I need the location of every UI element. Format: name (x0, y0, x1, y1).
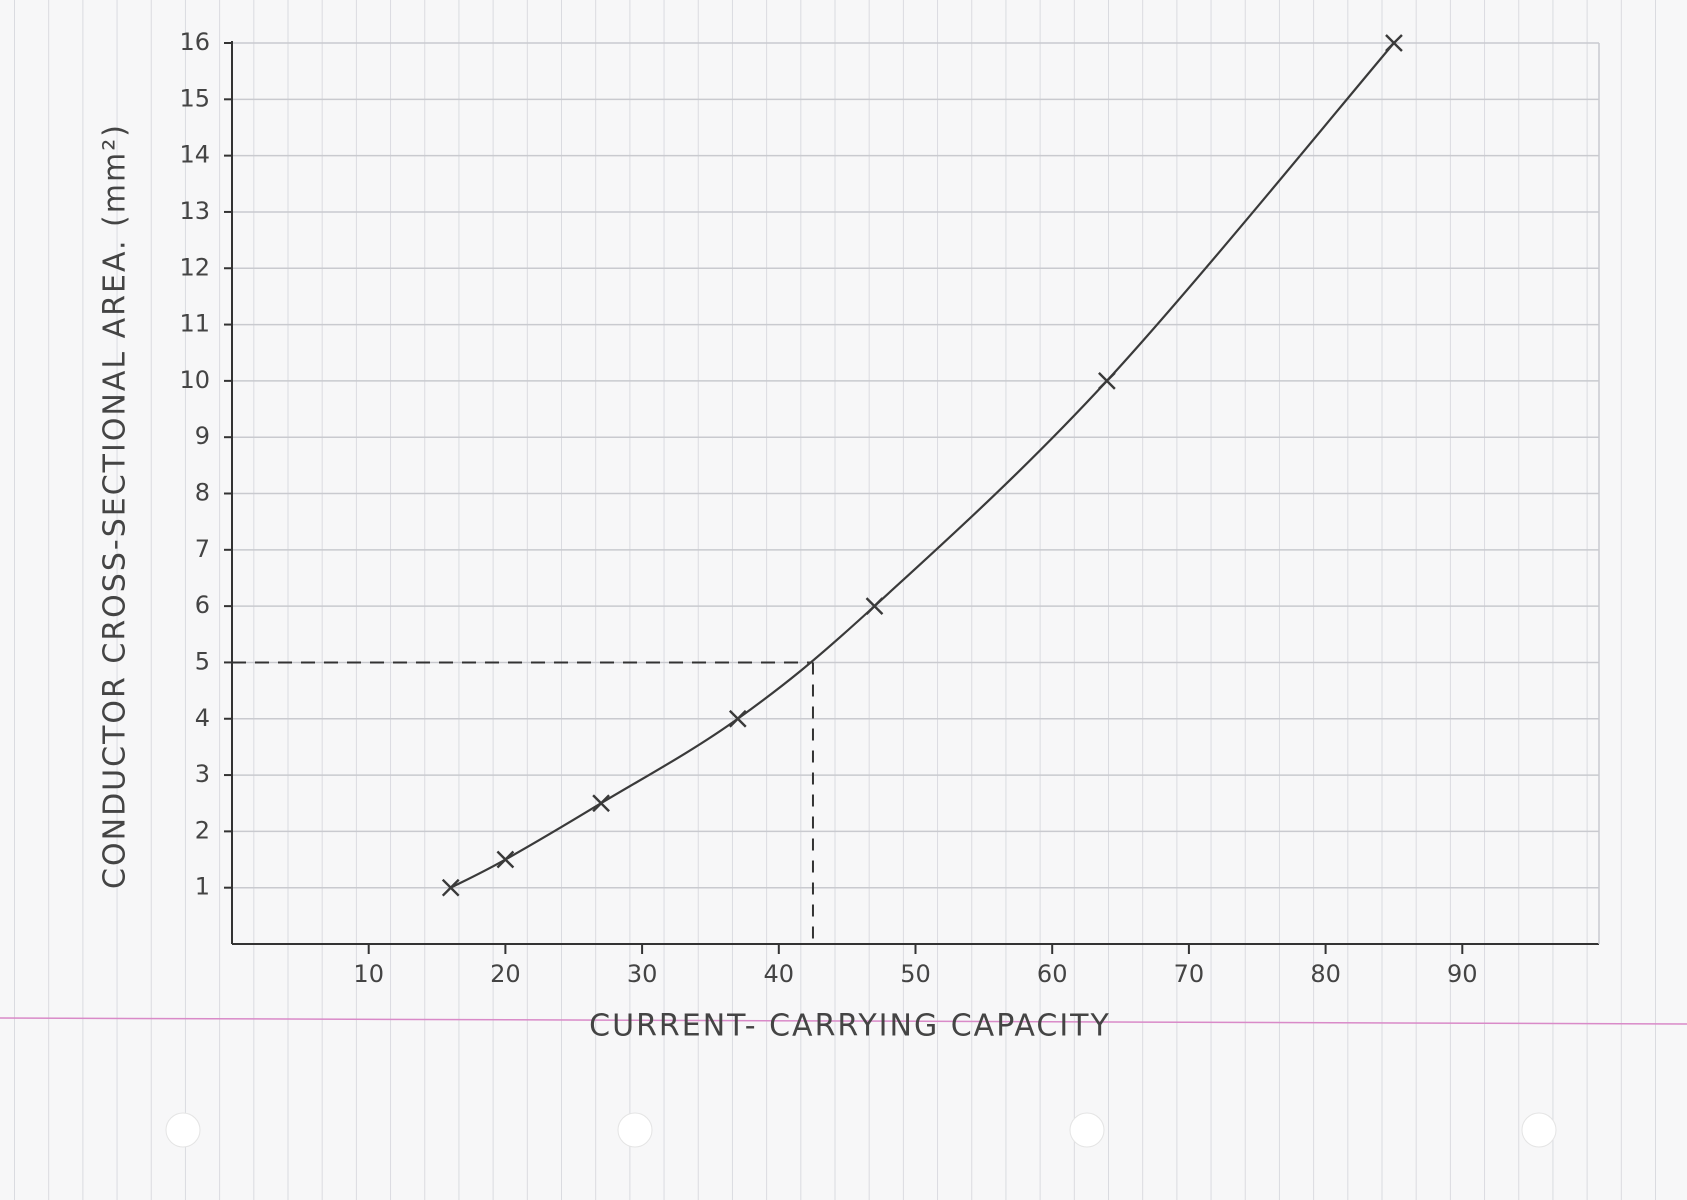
point-cross (592, 794, 610, 813)
y-tick-label: 6 (195, 591, 210, 619)
point-cross (496, 850, 515, 869)
punch-hole (165, 1112, 201, 1148)
curve (450, 42, 1395, 889)
x-tick-label: 90 (1447, 960, 1478, 988)
x-tick-label: 60 (1037, 960, 1068, 988)
point-cross (1385, 34, 1403, 52)
y-tick-label: 2 (195, 816, 210, 844)
y-tick-label: 7 (195, 535, 210, 563)
x-tick-label: 70 (1174, 960, 1205, 988)
y-tick-label: 5 (195, 647, 210, 675)
y-tick-label: 4 (195, 704, 210, 732)
point-cross (441, 878, 460, 897)
x-tick-label: 30 (627, 960, 658, 988)
y-tick-label: 13 (179, 197, 210, 225)
x-tick-label: 20 (490, 960, 521, 988)
y-tick-label: 16 (179, 28, 210, 56)
y-tick-label: 11 (179, 310, 210, 338)
point-cross (728, 709, 747, 728)
y-tick-label: 12 (179, 253, 210, 281)
y-tick-label: 3 (195, 760, 210, 788)
y-tick-label: 15 (179, 84, 210, 112)
x-tick-label: 80 (1310, 960, 1341, 988)
x-tick-label: 50 (900, 960, 931, 988)
punch-hole (1521, 1112, 1557, 1148)
y-tick-label: 9 (195, 422, 210, 450)
x-axis-title: CURRENT- CARRYING CAPACITY (589, 1009, 1111, 1044)
y-tick-label: 10 (179, 366, 210, 394)
x-tick-label: 40 (764, 960, 795, 988)
y-axis-title: CONDUCTOR CROSS-SECTIONAL AREA. (mm²) (98, 123, 133, 889)
x-tick-label: 10 (353, 960, 384, 988)
punch-hole (617, 1112, 653, 1148)
y-tick-label: 8 (195, 479, 210, 507)
y-tick-label: 14 (179, 141, 210, 169)
punch-hole (1069, 1112, 1105, 1148)
y-tick-label: 1 (195, 873, 210, 901)
margin-line (0, 1017, 1687, 1025)
point-cross (865, 597, 884, 615)
point-cross (1098, 372, 1116, 390)
